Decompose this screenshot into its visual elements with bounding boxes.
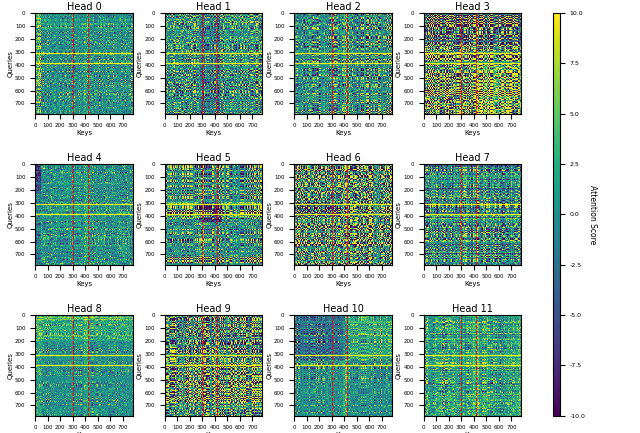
Title: Head 10: Head 10 [323,304,364,314]
Title: Head 9: Head 9 [196,304,231,314]
Y-axis label: Queries: Queries [267,50,273,77]
Title: Head 8: Head 8 [67,304,101,314]
X-axis label: Keys: Keys [205,281,221,287]
Title: Head 0: Head 0 [67,2,101,12]
Y-axis label: Queries: Queries [396,352,402,379]
Title: Head 1: Head 1 [196,2,231,12]
Y-axis label: Queries: Queries [267,352,273,379]
X-axis label: Keys: Keys [76,130,92,136]
X-axis label: Keys: Keys [465,432,481,433]
Y-axis label: Attention Score: Attention Score [588,184,596,244]
X-axis label: Keys: Keys [335,432,351,433]
X-axis label: Keys: Keys [76,281,92,287]
Title: Head 5: Head 5 [196,153,231,163]
X-axis label: Keys: Keys [465,130,481,136]
Y-axis label: Queries: Queries [8,352,13,379]
Y-axis label: Queries: Queries [267,201,273,228]
Y-axis label: Queries: Queries [8,50,13,77]
X-axis label: Keys: Keys [335,130,351,136]
Y-axis label: Queries: Queries [8,201,13,228]
Title: Head 6: Head 6 [326,153,360,163]
X-axis label: Keys: Keys [465,281,481,287]
X-axis label: Keys: Keys [205,130,221,136]
Y-axis label: Queries: Queries [137,50,143,77]
Y-axis label: Queries: Queries [396,50,402,77]
Y-axis label: Queries: Queries [137,201,143,228]
Y-axis label: Queries: Queries [396,201,402,228]
X-axis label: Keys: Keys [335,281,351,287]
Title: Head 3: Head 3 [455,2,490,12]
X-axis label: Keys: Keys [205,432,221,433]
Title: Head 7: Head 7 [455,153,490,163]
Title: Head 11: Head 11 [452,304,493,314]
Title: Head 2: Head 2 [326,2,360,12]
X-axis label: Keys: Keys [76,432,92,433]
Y-axis label: Queries: Queries [137,352,143,379]
Title: Head 4: Head 4 [67,153,101,163]
